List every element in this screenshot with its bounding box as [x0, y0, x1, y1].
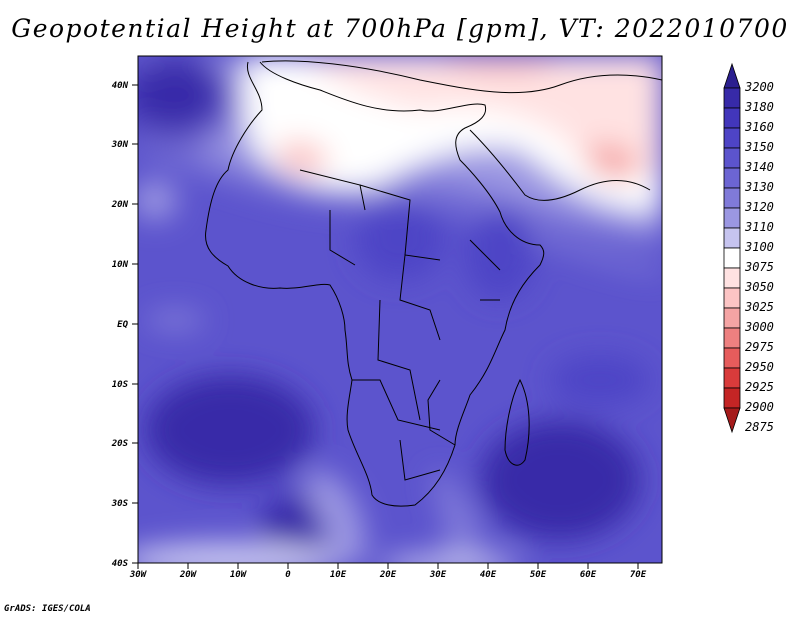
lat-label: 40S — [112, 559, 129, 569]
lat-label: 40N — [112, 81, 129, 91]
colorbar-label: 3160 — [745, 120, 774, 134]
colorbar-swatch — [723, 287, 741, 309]
colorbar-label: 2925 — [745, 380, 774, 394]
lon-label: 20W — [179, 570, 198, 580]
lon-label: 10W — [230, 570, 248, 580]
colorbar-label: 3150 — [745, 140, 774, 154]
lat-label: 30N — [111, 140, 129, 150]
colorbar-label: 3000 — [745, 320, 774, 334]
colorbar-label: 3200 — [745, 80, 774, 94]
colorbar-label: 3130 — [745, 180, 774, 194]
lon-label: 20E — [379, 570, 397, 580]
lon-label: 70E — [630, 570, 647, 580]
colorbar-swatch — [723, 147, 741, 169]
colorbar-swatch — [723, 347, 741, 369]
lon-label: 30W — [129, 570, 148, 580]
lon-ticks — [137, 563, 639, 569]
colorbar-swatch — [723, 127, 741, 149]
colorbar-swatch — [723, 187, 741, 209]
lon-label: 60E — [580, 570, 597, 580]
lon-label: 30E — [429, 570, 447, 580]
lat-label: 20N — [111, 200, 129, 210]
colorbar-label: 3025 — [745, 300, 774, 314]
lat-label: 30S — [111, 499, 129, 509]
map-frame — [137, 55, 663, 564]
colorbar-label: 3180 — [745, 100, 774, 114]
colorbar-label: 3100 — [745, 240, 774, 254]
coastlines — [205, 60, 662, 507]
colorbar-label: 3075 — [745, 260, 774, 274]
colorbar-label: 2975 — [745, 340, 774, 354]
lon-label: 10E — [330, 570, 347, 580]
colorbar — [723, 62, 741, 434]
colorbar-label: 2900 — [745, 400, 774, 414]
lat-label: 20S — [111, 439, 129, 449]
lat-label: EQ — [117, 320, 128, 330]
height-field — [138, 56, 662, 563]
map-title: Geopotential Height at 700hPa [gpm], VT:… — [11, 14, 789, 43]
lon-label: 40E — [480, 570, 497, 580]
colorbar-label: 3050 — [745, 280, 774, 294]
colorbar-swatch — [723, 107, 741, 129]
colorbar-swatch — [723, 307, 741, 329]
colorbar-label: 3110 — [745, 220, 774, 234]
colorbar-swatch — [723, 167, 741, 189]
colorbar-swatch — [723, 387, 741, 409]
colorbar-swatch — [723, 247, 741, 269]
colorbar-swatch — [723, 367, 741, 389]
lat-label: 10N — [112, 260, 129, 270]
colorbar-swatch — [723, 87, 741, 109]
lon-label: 0 — [285, 570, 291, 580]
colorbar-label: 2875 — [745, 420, 774, 434]
lat-ticks — [132, 84, 138, 564]
colorbar-swatch — [723, 227, 741, 249]
colorbar-swatch — [723, 207, 741, 229]
lon-labels: 30W 20W 10W 0 10E 20E 30E 40E 50E 60E 70… — [129, 570, 647, 580]
lon-label: 50E — [530, 570, 547, 580]
lat-label: 10S — [112, 380, 129, 390]
colorbar-label: 2950 — [745, 360, 774, 374]
grads-credit: GrADS: IGES/COLA — [4, 604, 91, 614]
colorbar-arrow-bottom — [723, 407, 741, 434]
lat-labels: 40N 30N 20N 10N EQ 10S 20S 30S 40S — [111, 81, 129, 569]
colorbar-label: 3140 — [745, 160, 774, 174]
colorbar-label: 3120 — [745, 200, 774, 214]
colorbar-swatch — [723, 267, 741, 289]
colorbar-arrow-top — [723, 62, 741, 89]
colorbar-swatch — [723, 327, 741, 349]
